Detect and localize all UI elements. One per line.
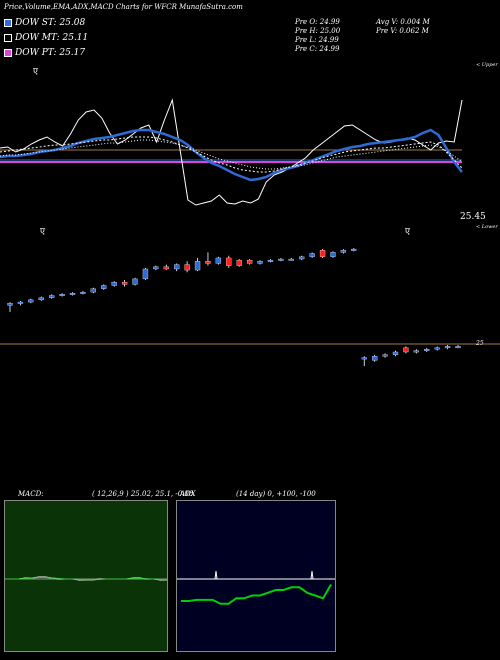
macd-series-1	[5, 577, 167, 581]
candle-body-43	[455, 346, 461, 349]
macd-panel	[4, 500, 168, 652]
candle-body-19	[205, 261, 211, 264]
adx-spike-1	[213, 570, 219, 580]
adx-spike-2	[309, 570, 315, 580]
marker-top-left: ए	[33, 67, 38, 77]
macd-label: MACD:	[18, 490, 44, 498]
upper-band-label: < Upper	[476, 62, 498, 68]
candle-body-2	[28, 299, 34, 303]
candle-body-11	[121, 282, 128, 285]
macd-params: ( 12,26,9 ) 25.02, 25.1, -0.08	[92, 490, 194, 498]
last-price-label: 25.45	[460, 212, 486, 222]
candle-body-37	[392, 351, 399, 355]
candle-body-12	[132, 278, 138, 285]
legend-swatch-pt	[4, 48, 12, 57]
candle-body-42	[444, 346, 451, 349]
candle-body-32	[340, 250, 347, 253]
legend-dow-pt: DOW PT: 25.17	[4, 47, 85, 58]
candle-body-10	[111, 282, 117, 286]
candle-body-26	[278, 258, 284, 261]
adx-chart-svg	[177, 570, 335, 605]
candle-body-18	[194, 261, 201, 271]
candle-body-28	[299, 256, 305, 260]
quote-prev-high: Pre H: 25.00	[295, 27, 341, 35]
candle-body-16	[174, 264, 180, 270]
candle-body-13	[142, 268, 149, 280]
candle-body-7	[80, 291, 86, 294]
adx-label: ADX	[180, 490, 196, 498]
candle-body-21	[226, 257, 232, 266]
ema-series-1	[0, 128, 463, 182]
candle-body-23	[246, 259, 253, 264]
quote-prev-volume: Pre V: 0.062 M	[376, 27, 429, 35]
candle-body-0	[7, 303, 13, 306]
candle-body-3	[38, 297, 44, 301]
candle-body-39	[413, 350, 419, 353]
legend-label-st: DOW ST: 25.08	[15, 17, 86, 28]
candle-body-1	[17, 301, 24, 304]
candle-body-33	[351, 248, 357, 251]
legend-swatch-st	[4, 18, 12, 27]
legend-dow-st: DOW ST: 25.08	[4, 17, 85, 28]
candle-body-31	[330, 252, 336, 257]
legend-label-pt: DOW PT: 25.17	[15, 47, 86, 58]
candle-body-4	[49, 295, 55, 298]
candle-body-27	[288, 258, 294, 261]
candle-body-40	[424, 349, 430, 351]
candle-body-41	[434, 347, 440, 350]
marker-bottom-right: ए	[405, 227, 410, 237]
candle-body-9	[101, 285, 107, 289]
candle-body-5	[59, 294, 65, 296]
candle-body-34	[361, 357, 367, 360]
quote-prev-close: Pre C: 24.99	[295, 45, 340, 53]
candle-body-29	[309, 253, 315, 257]
marker-bottom-left: ए	[40, 227, 45, 237]
candle-body-35	[372, 356, 378, 361]
legend-dow-mt: DOW MT: 25.11	[4, 32, 88, 43]
candle-body-14	[153, 266, 159, 270]
candle-body-24	[257, 261, 263, 264]
lower-band-label: < Lower	[476, 224, 498, 230]
candle-body-38	[403, 347, 409, 353]
price-chart-svg	[0, 98, 500, 366]
candle-body-17	[184, 264, 190, 271]
adx-params: (14 day) 0, +100, -100	[236, 490, 316, 498]
chart-header-title: Price,Volume,EMA,ADX,MACD Charts for WFC…	[4, 3, 243, 11]
macd-chart-svg	[5, 576, 167, 581]
adx-panel	[176, 500, 336, 652]
adx-series-green	[181, 584, 332, 605]
ema-series-0	[0, 98, 463, 206]
candle-body-15	[163, 266, 169, 270]
candle-body-22	[236, 259, 242, 266]
legend-label-mt: DOW MT: 25.11	[15, 32, 89, 43]
quote-prev-open: Pre O: 24.99	[295, 18, 340, 26]
quote-prev-low: Pre L: 24.99	[295, 36, 339, 44]
candle-body-20	[215, 257, 222, 264]
candle-body-25	[267, 259, 274, 262]
candle-body-8	[90, 288, 96, 293]
ema-series-2	[0, 136, 463, 173]
quote-avg-volume: Avg V: 0.004 M	[376, 18, 430, 26]
legend-swatch-mt	[4, 33, 12, 42]
candle-body-6	[69, 293, 76, 295]
candle-body-36	[382, 354, 388, 357]
candle-body-30	[319, 250, 326, 257]
